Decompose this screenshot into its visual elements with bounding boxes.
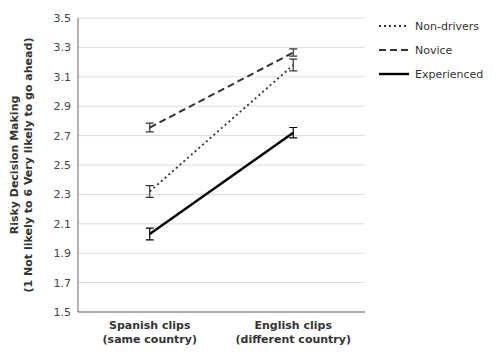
grid-line — [78, 253, 365, 254]
series-line — [150, 133, 294, 234]
y-axis — [78, 18, 79, 312]
y-axis-label: Risky Decision Making(1 Not likely to 6 … — [8, 38, 35, 293]
grid-line — [78, 282, 365, 283]
y-tick-label: 1.5 — [54, 306, 72, 319]
y-tick-label: 3.5 — [54, 12, 72, 25]
plot-area — [146, 49, 298, 240]
y-tick-label: 3.1 — [54, 71, 72, 84]
chart: 1.5 1.7 1.9 2.1 2.3 2.5 2.7 2.9 3.1 3.3 3.5 Spanish… — [0, 0, 500, 364]
error-bar — [146, 186, 154, 198]
grid-line — [78, 76, 365, 77]
grid-line — [78, 47, 365, 48]
grid-line — [78, 312, 365, 313]
legend-swatch — [379, 49, 409, 51]
error-bar — [289, 49, 297, 56]
series-line — [150, 65, 294, 191]
y-tick-label: 2.1 — [54, 218, 72, 231]
legend-label: Novice — [415, 44, 453, 57]
y-tick-label: 1.9 — [54, 247, 72, 260]
y-tick-label: 2.7 — [54, 130, 72, 143]
grid-line — [78, 18, 365, 19]
error-bar — [289, 128, 297, 138]
grid-line — [78, 106, 365, 107]
grid-line — [78, 194, 365, 195]
legend-label: Non-drivers — [415, 20, 479, 33]
y-tick-label: 3.3 — [54, 41, 72, 54]
legend-swatch — [379, 25, 409, 27]
error-bar — [289, 59, 297, 71]
x-axis — [78, 312, 365, 313]
grid-line — [78, 135, 365, 136]
legend: Non-drivers Novice Experienced — [379, 20, 483, 81]
grid-line — [78, 223, 365, 224]
y-tick-label: 2.3 — [54, 188, 72, 201]
grid — [78, 18, 365, 312]
legend-label: Experienced — [415, 68, 483, 81]
series-line — [150, 53, 294, 128]
y-tick-label: 2.9 — [54, 100, 72, 113]
x-tick-label: Spanish clips(same country) — [103, 319, 197, 346]
grid-line — [78, 165, 365, 166]
x-tick-label: English clips(different country) — [236, 319, 351, 346]
error-bar — [146, 228, 154, 240]
legend-swatch — [379, 73, 409, 75]
error-bar — [146, 123, 154, 132]
y-tick-label: 2.5 — [54, 159, 72, 172]
y-tick-label: 1.7 — [54, 277, 72, 290]
